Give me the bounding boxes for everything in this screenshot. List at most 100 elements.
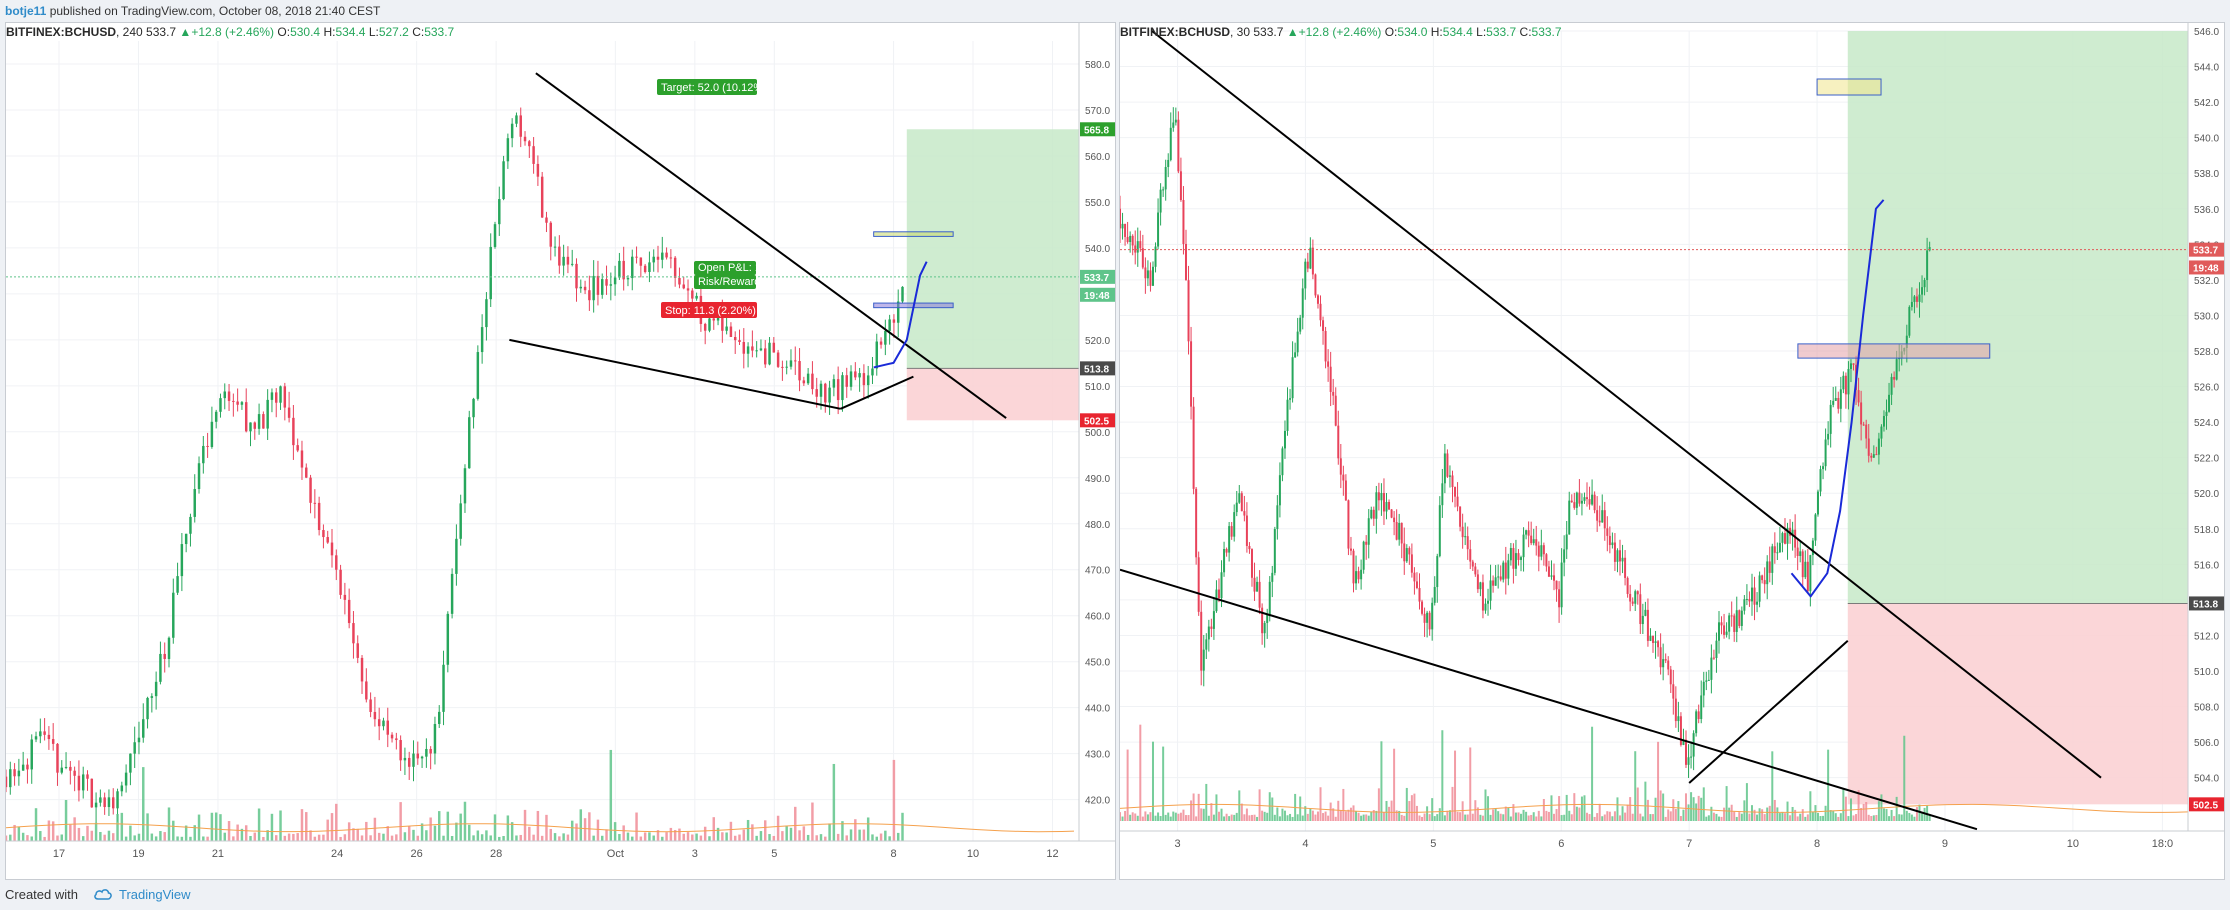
candle [442,664,445,712]
volume-bar [1915,807,1918,821]
volume-bar [1283,810,1286,821]
candle [1875,454,1878,456]
volume-bar [626,832,630,841]
trendline [1120,568,1978,831]
candle [1124,223,1127,237]
volume-bar [746,819,750,841]
candle [1240,493,1243,512]
price-label-badge [1080,122,1115,137]
candle [502,161,505,200]
volume-bar [1568,810,1571,821]
candle [360,657,364,682]
candle [1154,246,1157,267]
candle [412,753,415,767]
volume-bar [1456,811,1459,821]
candle [322,530,325,538]
candle [1187,280,1190,342]
y-tick-label: 530.0 [2194,311,2219,322]
x-tick-label: 26 [411,848,423,860]
volume-bar [21,832,25,841]
volume-bar [1735,816,1738,821]
candle [802,380,806,384]
y-tick-label: 508.0 [2194,703,2219,714]
volume-bar [133,835,136,841]
candle [1344,480,1347,501]
volume-bar [1631,813,1634,821]
candle [609,284,613,286]
volume-bar [1301,815,1304,821]
interval-label[interactable]: 240 [122,25,143,39]
volume-bar [1794,809,1797,821]
x-tick-label: 9 [1942,838,1948,850]
last-price: 533.7 [146,25,177,39]
candle [1842,375,1845,390]
volume-bar [1532,812,1535,821]
volume-bar [1504,806,1507,821]
candle [1294,352,1297,358]
candle [1448,475,1451,477]
candle [1421,601,1424,614]
candle [1525,530,1528,535]
chart-panel-right[interactable]: BITFINEX:BCHUSD, 30 533.7 ▲+12.8 (+2.46%… [1119,22,2225,880]
y-tick-label: 524.0 [2194,418,2219,429]
symbol-label[interactable]: BITFINEX:BCHUSD [6,25,116,39]
candle [1182,200,1185,244]
volume-bar [1601,816,1604,821]
volume-bar [1220,808,1223,821]
candle [1146,270,1149,279]
candle [214,411,218,422]
candle [1733,615,1736,632]
candle [1263,622,1266,634]
volume-bar [1263,811,1266,821]
candle [866,375,870,386]
tradingview-brand-link[interactable]: TradingView [119,887,191,902]
candle [1220,572,1223,599]
volume-bar [789,827,793,841]
candle [1410,554,1413,573]
candle [373,711,377,720]
candle [845,375,848,387]
open-pnl-label-bg [694,261,756,275]
volume-bar [300,809,304,841]
candle [390,734,394,739]
candle [103,797,106,808]
volume-bar [292,833,295,841]
symbol-label[interactable]: BITFINEX:BCHUSD [1120,25,1230,39]
chart-panel-left[interactable]: BITFINEX:BCHUSD, 240 533.7 ▲+12.8 (+2.46… [5,22,1116,880]
volume-bar [1839,813,1842,821]
candle [1910,301,1913,307]
y-tick-label: 550.0 [1085,198,1110,209]
volume-bar [425,830,428,841]
volume-bar [1545,810,1548,821]
candle [1395,522,1398,540]
interval-label[interactable]: 30 [1236,25,1251,39]
candle [1865,424,1868,439]
volume-bar [1309,808,1312,821]
price-chart-right[interactable]: 504.0506.0508.0510.0512.0514.0516.0518.0… [1120,23,2225,880]
volume-bar [386,826,389,841]
candle [1743,599,1746,611]
volume-bar [1522,809,1525,821]
candle [287,407,291,418]
volume-bar [1646,799,1649,821]
candle [1542,545,1545,555]
candle [184,533,188,545]
volume-bar [708,836,711,841]
price-label-text: 513.8 [1084,364,1109,375]
candle [257,414,261,429]
author-link[interactable]: botje11 [5,4,47,18]
candle [1278,475,1281,506]
candle [129,753,132,773]
volume-bar [1245,808,1248,821]
volume-bar [1832,810,1835,821]
price-chart-left[interactable]: 420.0 430.0 440.0 450.0 460.0 470.0 480.0 490.0… [6,23,1116,880]
candle [1131,235,1134,246]
x-tick-label: 6 [1558,838,1564,850]
candle [1273,529,1276,573]
volume-bar [1484,789,1487,821]
volume-bar [575,823,578,841]
trendline [535,72,1007,419]
volume-bar [1273,814,1276,821]
candle [107,797,111,808]
candle [6,776,8,788]
